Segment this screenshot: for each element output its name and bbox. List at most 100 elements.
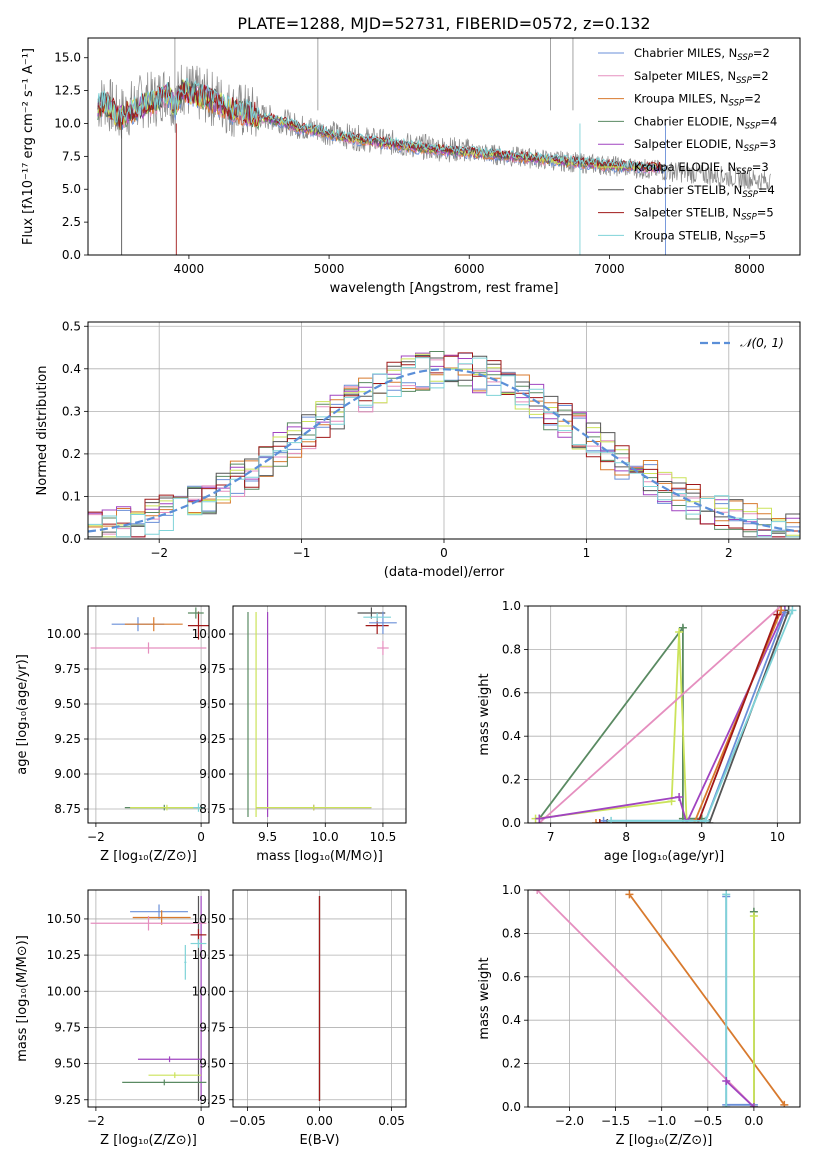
legend-label: Kroupa STELIB, N: [634, 228, 734, 242]
plot-area: [90, 607, 209, 812]
weight-point-marker: [722, 1103, 731, 1107]
weight-line: [538, 606, 782, 823]
x-axis-label: mass [log₁₀(M/M⊙)]: [256, 849, 383, 864]
legend-entry: Chabrier STELIB, NSSP=4: [634, 183, 775, 200]
weight-line: [607, 609, 790, 823]
legend-entry: Kroupa MILES, NSSP=2: [634, 92, 761, 109]
y-tick-label: 8.75: [199, 802, 226, 816]
y-tick-label: 0.3: [62, 404, 81, 418]
y-tick-label: 5.0: [62, 182, 81, 196]
residual-histogram: [88, 357, 800, 538]
x-tick-label: 0: [440, 546, 448, 560]
x-tick-label: 4000: [174, 262, 205, 276]
x-tick-label: −2: [87, 1114, 105, 1128]
x-tick-label: 5000: [314, 262, 345, 276]
model-spectrum: [97, 82, 662, 171]
y-tick-label: 0.5: [62, 319, 81, 333]
legend-tail: =2: [744, 92, 761, 106]
x-tick-label: 0.05: [378, 1114, 405, 1128]
weight-point-marker: [777, 606, 786, 615]
y-tick-label: 9.50: [54, 697, 81, 711]
y-axis-label: Flux [fλ10⁻¹⁷ erg cm⁻² s⁻¹ A⁻¹]: [21, 48, 36, 245]
weight-point-marker: [533, 890, 542, 894]
panel-mass_vs_Z: −2 0 9.25 9.50 9.75 10.00 10.25 10.50 Z [log₁₀(Z…: [15, 889, 210, 1148]
x-tick-label: −0.05: [229, 1114, 266, 1128]
weight-point-marker: [535, 814, 544, 823]
x-axis-label: wavelength [Angstrom, rest frame]: [330, 281, 559, 296]
y-tick-label: 9.50: [54, 1057, 81, 1071]
weight-line: [596, 609, 782, 823]
x-tick-label: −1.5: [601, 1114, 630, 1128]
y-tick-label: 9.00: [199, 767, 226, 781]
panel-residuals: −2 −1 0 1 2 0.0 0.1 0.2 0.3 0.4 0.5 (data-model)/er…: [35, 319, 801, 580]
y-tick-label: 9.50: [199, 697, 226, 711]
legend-label: Kroupa MILES, N: [634, 92, 729, 106]
legend-tail: =2: [752, 69, 769, 83]
weight-line: [628, 893, 786, 1106]
legend-label: Salpeter ELODIE, N: [634, 137, 744, 151]
legend-entry: Kroupa ELODIE, NSSP=3: [634, 160, 769, 177]
weight-point-marker: [607, 816, 616, 823]
panel-mass_weight_vs_age: 7 8 9 10 0.0 0.2 0.4 0.6 0.8 1.0 age [log₁₀(age/yr…: [477, 599, 801, 864]
y-tick-label: 0.4: [502, 729, 521, 743]
panels: 4000 5000 6000 7000 80000.02.55.07.510.012.5…: [15, 37, 801, 1148]
legend-label: Chabrier STELIB, N: [634, 183, 742, 197]
x-axis-label: (data-model)/error: [384, 565, 505, 580]
plot-area: [90, 896, 207, 1101]
legend-label: Chabrier MILES, N: [634, 46, 737, 60]
x-tick-label: 0.0: [744, 1114, 763, 1128]
x-tick-label: 9: [698, 830, 706, 844]
y-tick-label: 0.1: [62, 489, 81, 503]
x-tick-label: 0.00: [306, 1114, 333, 1128]
weight-line: [535, 631, 688, 823]
axes-frame: [232, 605, 407, 824]
y-tick-label: 10.00: [192, 984, 226, 998]
y-tick-label: 0.0: [62, 532, 81, 546]
legend-subscript: SSP: [742, 190, 758, 200]
plot-area: [247, 607, 397, 817]
residual-legend: 𝒩(0, 1): [700, 336, 784, 350]
weight-line: [539, 609, 786, 823]
legend-entry: Kroupa STELIB, NSSP=5: [634, 228, 766, 245]
legend-label: Salpeter STELIB, N: [634, 206, 741, 220]
legend-entry: Salpeter STELIB, NSSP=5: [634, 206, 774, 223]
x-tick-label: 1: [583, 546, 591, 560]
x-tick-label: 6000: [454, 262, 485, 276]
y-tick-label: 0.8: [502, 642, 521, 656]
y-tick-label: 0.6: [502, 970, 521, 984]
y-tick-label: 10.00: [47, 627, 81, 641]
legend-entry: Chabrier MILES, NSSP=2: [634, 46, 770, 63]
axes-frame: [87, 889, 210, 1108]
weight-point-marker: [675, 792, 684, 801]
axes-frame: [527, 605, 801, 824]
x-tick-label: −1.0: [647, 1114, 676, 1128]
y-tick-label: 10.00: [192, 627, 226, 641]
legend-tail: =5: [749, 228, 766, 242]
y-tick-label: 10.50: [192, 912, 226, 926]
weight-line: [725, 896, 754, 1106]
legend-tail: =4: [758, 183, 775, 197]
y-tick-label: 0.4: [62, 362, 81, 376]
residual-histogram: [88, 352, 800, 538]
weight-point-marker: [701, 816, 710, 823]
weight-line: [725, 1080, 755, 1107]
legend-subscript: SSP: [736, 167, 752, 177]
y-tick-label: 2.5: [62, 215, 81, 229]
y-tick-label: 10.25: [192, 948, 226, 962]
x-tick-label: 7: [547, 830, 555, 844]
residual-histogram: [88, 354, 800, 538]
y-tick-label: 9.75: [54, 1020, 81, 1034]
y-tick-label: 0.6: [502, 686, 521, 700]
axes-frame: [527, 889, 801, 1108]
y-tick-label: 0.2: [62, 447, 81, 461]
weight-point-marker: [749, 912, 758, 921]
weight-point-marker: [722, 1076, 731, 1085]
panel-mass_vs_EBV: −0.05 0.00 0.05 9.25 9.50 9.75 10.00 10.25 10.50…: [192, 889, 407, 1148]
weight-point-marker: [599, 816, 608, 823]
y-tick-label: 0.0: [62, 248, 81, 262]
y-tick-label: 10.50: [47, 912, 81, 926]
legend-subscript: SSP: [744, 144, 760, 154]
y-tick-label: 0.4: [502, 1013, 521, 1027]
y-tick-label: 9.75: [199, 1020, 226, 1034]
